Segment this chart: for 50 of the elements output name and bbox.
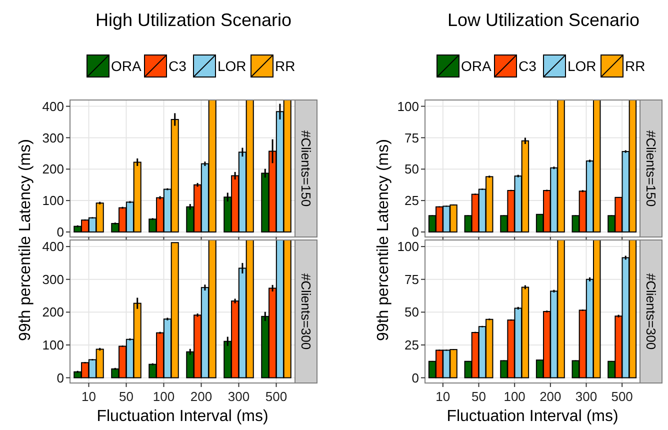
y-axis-title: 99th percentile Latency (ms) [17,139,34,341]
text: #Clients=150 [643,130,658,207]
y-tick-label: 200 [42,304,64,320]
legend-label: LOR [218,58,246,74]
legend-label: RR [275,58,296,74]
y-tick-label: 50 [404,162,419,177]
y-tick-label: 100 [397,98,419,114]
legend-label: ORA [461,58,492,74]
y-tick-label: 400 [42,98,64,114]
legend-label: C3 [518,58,537,74]
x-tick-label: 200 [190,389,212,404]
y-tick-label: 100 [397,239,419,254]
y-tick-label: 300 [42,272,64,287]
y-tick-label: 25 [404,193,419,208]
y-tick-label: 75 [404,272,419,287]
text: #Clients=300 [643,273,658,350]
y-tick-label: 200 [42,162,64,177]
x-tick-label: 10 [82,389,96,404]
x-tick-label: 100 [152,389,175,404]
x-tick-label: 200 [540,389,562,404]
x-tick-label: 100 [504,389,526,404]
x-tick-label: 50 [472,389,486,404]
y-tick-label: 50 [404,304,419,320]
text: #Clients=300 [298,273,314,350]
y-tick-label: 400 [42,239,64,254]
chart-title: Low Utilization Scenario [447,10,640,30]
y-tick-label: 0 [412,224,419,240]
y-tick-label: 75 [404,130,419,146]
y-tick-label: 0 [56,370,64,386]
legend-label: LOR [568,58,596,74]
y-axis-title: 99th percentile Latency (ms) [375,139,392,341]
x-tick-label: 300 [228,389,250,404]
legend-label: RR [625,58,646,74]
y-tick-label: 100 [42,338,64,353]
x-tick-label: 300 [575,389,598,404]
x-tick-label: 500 [611,389,633,404]
legend-label: C3 [168,58,187,74]
x-tick-label: 50 [119,389,134,404]
x-axis-title: Fluctuation Interval (ms) [446,408,618,425]
y-tick-label: 25 [404,338,419,353]
y-tick-label: 100 [42,193,64,208]
y-tick-label: 0 [56,224,64,240]
y-tick-label: 0 [412,370,419,386]
x-tick-label: 500 [265,389,288,404]
legend-label: ORA [111,58,142,74]
chart-title: High Utilization Scenario [95,10,292,30]
y-tick-label: 300 [42,130,64,146]
text: #Clients=150 [298,130,314,207]
x-axis-title: Fluctuation Interval (ms) [96,408,268,425]
x-tick-label: 10 [436,389,450,404]
